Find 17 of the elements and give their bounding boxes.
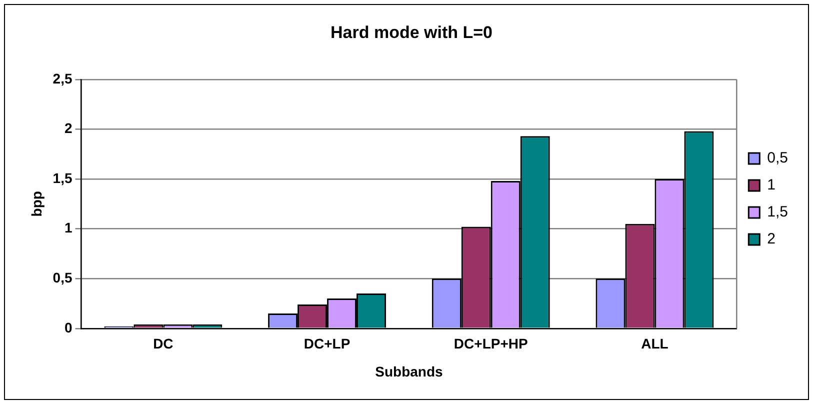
x-tick-label: DC (153, 336, 174, 352)
x-tick-label: DC+LP+HP (454, 336, 528, 352)
y-tick-label: 0 (64, 319, 72, 336)
y-tick-label: 1,5 (52, 170, 72, 186)
y-tick-label: 0,5 (52, 269, 72, 286)
legend-label: 0,5 (767, 150, 788, 167)
x-axis-title: Subbands (375, 363, 443, 380)
legend-label: 1,5 (767, 204, 788, 221)
y-tick-label: 2 (64, 120, 72, 136)
y-axis-title: bpp (28, 191, 44, 217)
y-tick-label: 2,5 (52, 70, 72, 86)
chart-title: Hard mode with L=0 (330, 22, 492, 42)
y-tick-label: 1 (64, 220, 72, 236)
x-tick-label: ALL (641, 336, 669, 352)
x-tick-label: DC+LP (304, 336, 350, 352)
legend-label: 2 (767, 230, 776, 248)
legend-label: 1 (767, 176, 776, 194)
